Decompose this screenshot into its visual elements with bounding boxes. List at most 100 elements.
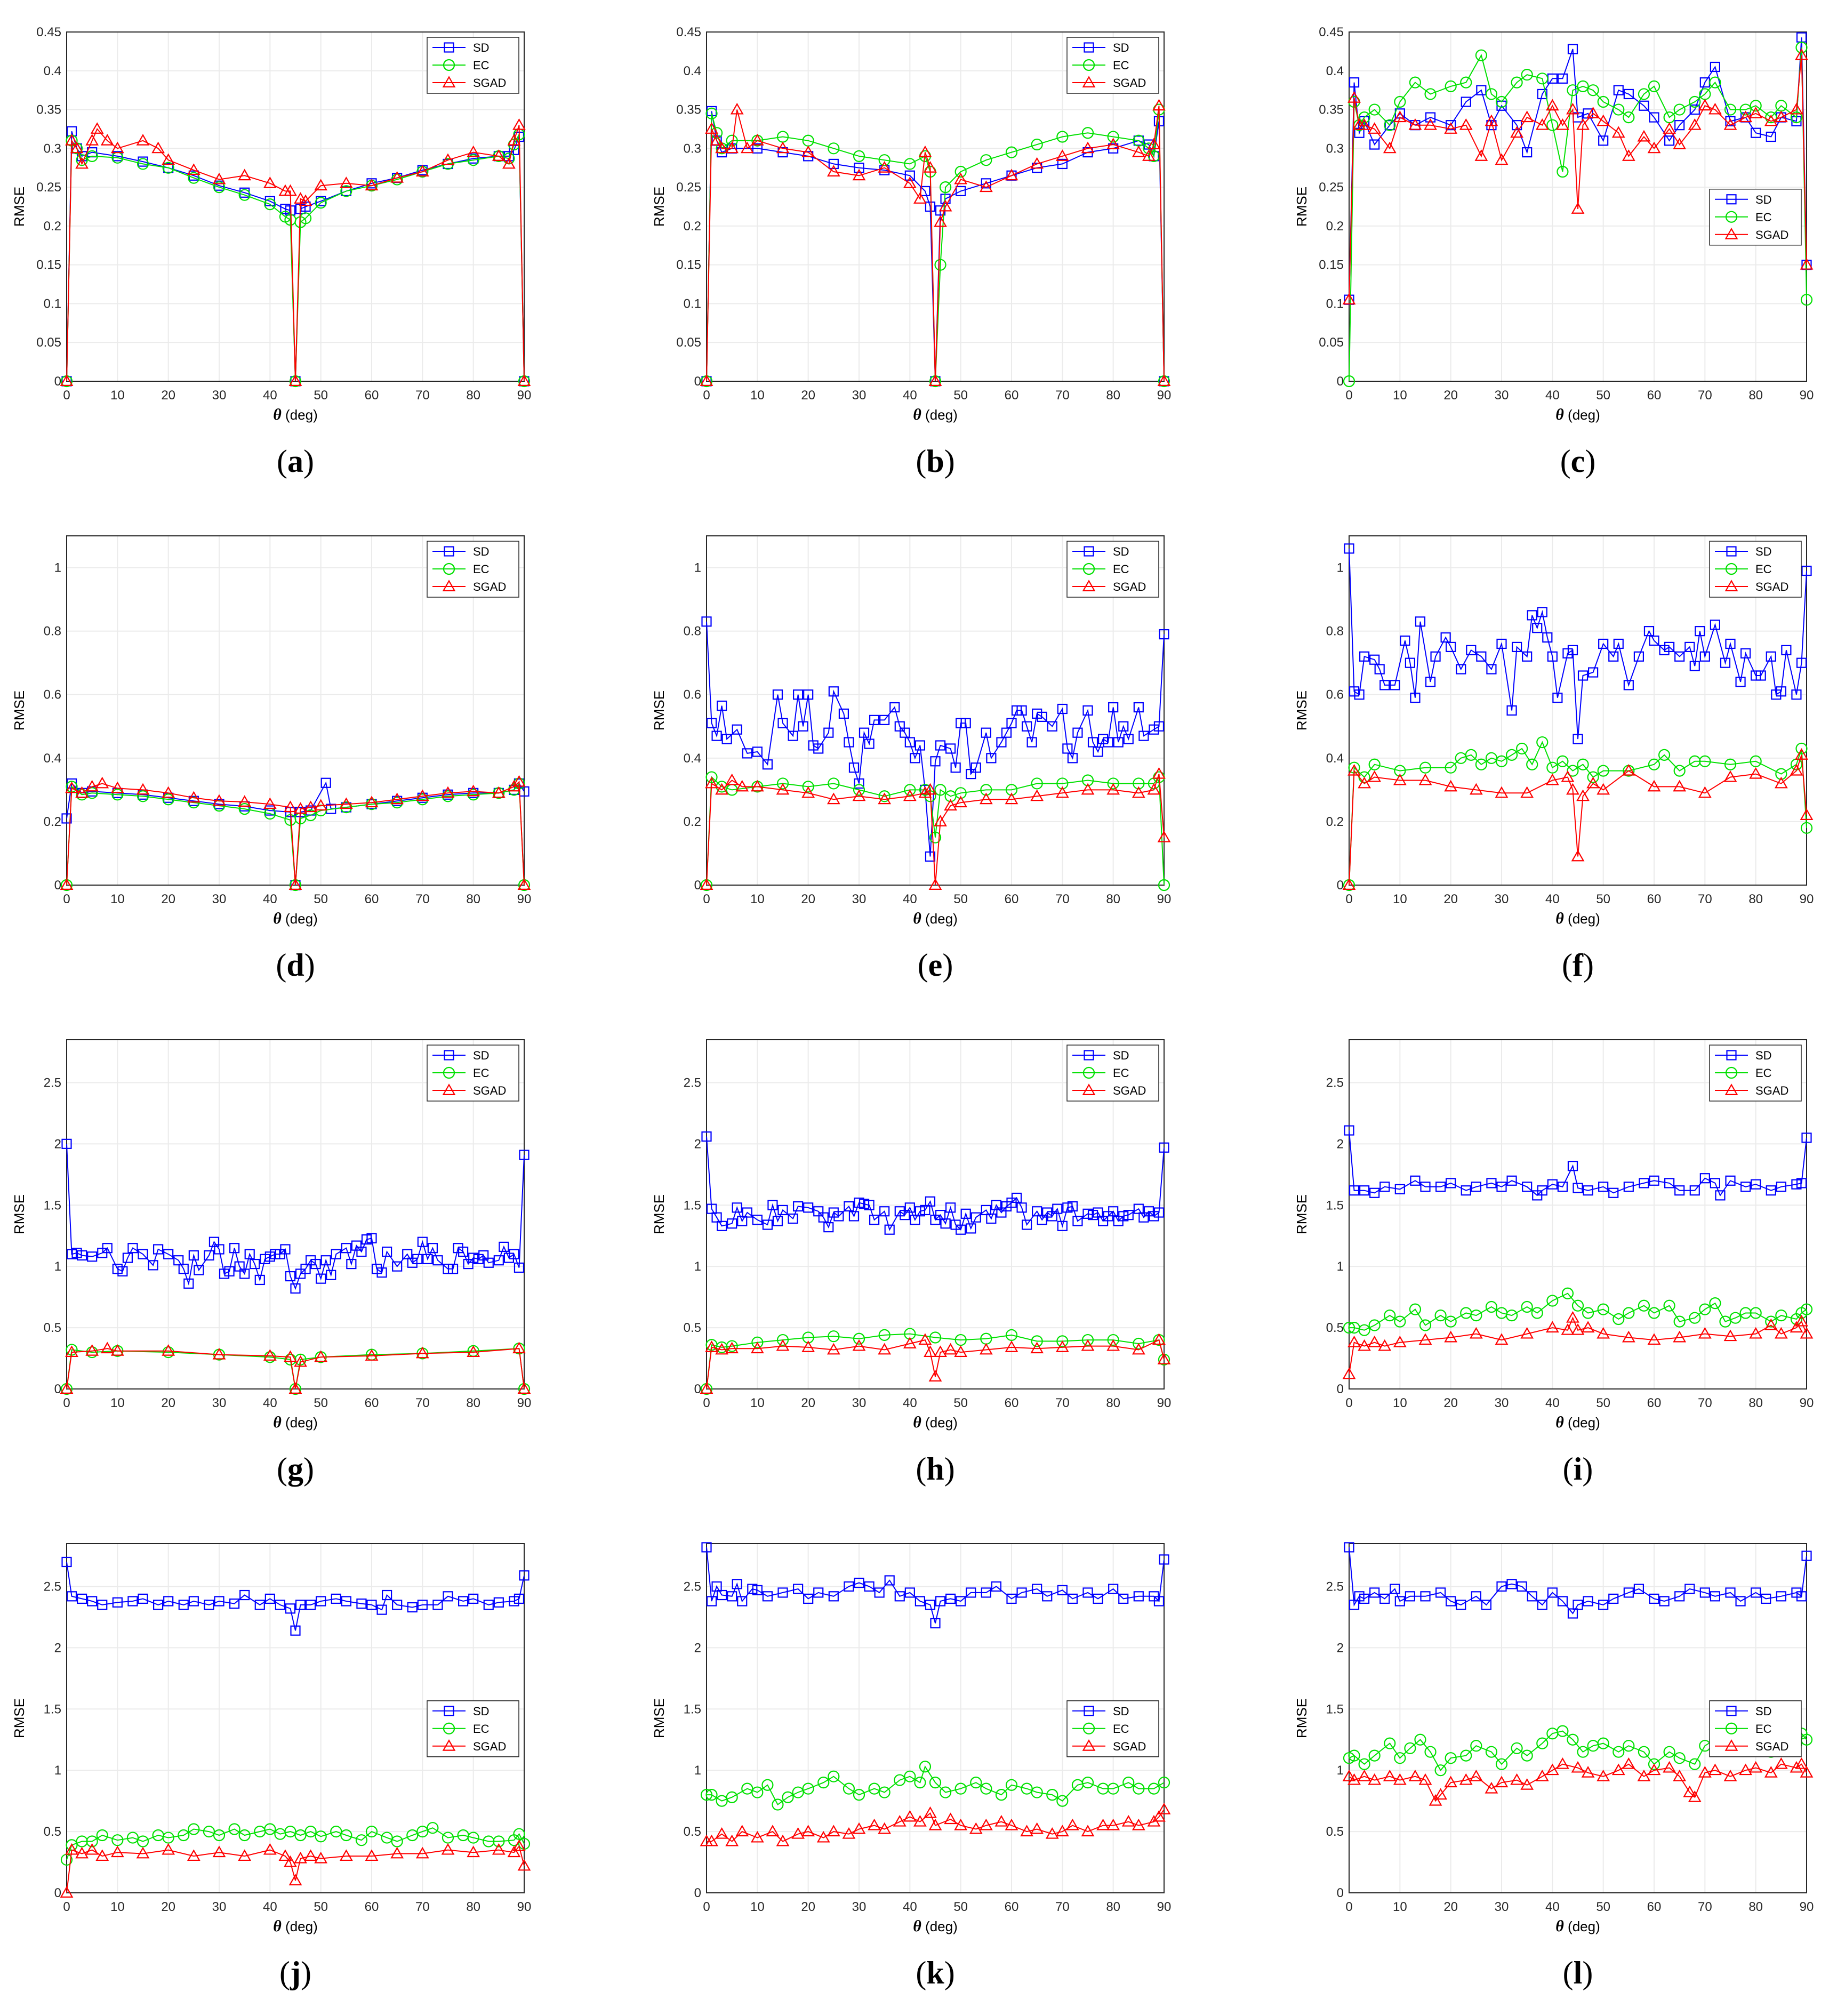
data-point — [110, 141, 124, 154]
data-point — [715, 1343, 728, 1355]
data-point — [517, 374, 531, 386]
data-point — [1726, 1050, 1737, 1061]
chart-g: 0 10 20 30 40 50 60 70 80 90 0 0.5 1 1.5 2 2.5 θ (deg) RM… — [11, 1039, 531, 1487]
data-point — [1663, 1299, 1675, 1312]
x-tick-label: 50 — [314, 892, 328, 906]
x-tick-label: 20 — [1443, 892, 1458, 906]
data-point — [730, 102, 744, 115]
data-point — [1486, 1178, 1497, 1188]
data-point — [1446, 1178, 1456, 1188]
data-point — [1374, 664, 1385, 674]
data-point — [1725, 1066, 1738, 1079]
data-point — [1495, 1333, 1509, 1345]
data-point — [381, 1832, 393, 1844]
data-point — [339, 1849, 353, 1861]
data-point — [1723, 118, 1737, 130]
data-point — [813, 1587, 824, 1598]
data-point — [288, 878, 302, 890]
data-point — [138, 1593, 148, 1604]
x-tick-label: 10 — [1393, 388, 1407, 403]
data-point — [1613, 1746, 1625, 1758]
data-point — [1157, 1353, 1171, 1364]
data-point — [239, 1268, 250, 1279]
data-point — [1005, 792, 1018, 805]
y-axis-label: RMSE — [11, 1194, 27, 1234]
data-point — [513, 1828, 525, 1840]
data-point — [1765, 1315, 1777, 1328]
data-point — [710, 134, 724, 146]
data-point — [254, 1274, 265, 1286]
x-tick-label: 0 — [703, 388, 710, 403]
chart-k: 0 10 20 30 40 50 60 70 80 90 0 0.5 1 1.5 2 2.5 θ (deg) RM… — [651, 1542, 1171, 1990]
data-point — [1583, 1596, 1593, 1607]
data-point — [493, 1835, 505, 1848]
data-point — [1066, 1818, 1079, 1830]
data-point — [725, 1342, 739, 1354]
data-point — [1649, 1175, 1659, 1186]
data-point — [1082, 1587, 1093, 1598]
data-point — [137, 790, 149, 802]
data-point — [935, 1596, 946, 1607]
data-point — [1674, 1185, 1685, 1196]
data-point — [254, 1600, 265, 1610]
series-sgad — [1342, 48, 1814, 305]
data-point — [1108, 1584, 1119, 1594]
x-tick-label: 10 — [1393, 1900, 1407, 1914]
data-point — [1725, 1175, 1736, 1186]
data-point — [117, 1266, 128, 1276]
data-point — [1673, 765, 1686, 777]
y-tick-label: 0 — [694, 374, 701, 389]
data-point — [238, 795, 252, 807]
data-point — [1081, 1825, 1095, 1837]
data-point — [1597, 783, 1610, 795]
data-point — [432, 1600, 443, 1610]
legend-entry: SGAD — [1113, 1084, 1146, 1097]
data-point — [844, 1581, 854, 1592]
y-tick-label: 0 — [1337, 374, 1344, 389]
data-point — [727, 1591, 737, 1602]
data-point — [1795, 1314, 1808, 1327]
x-tick-label: 60 — [1647, 1900, 1662, 1914]
data-point — [1521, 1300, 1533, 1313]
data-point — [1342, 1367, 1356, 1379]
data-point — [1424, 88, 1437, 100]
x-tick-label: 10 — [750, 892, 765, 906]
data-point — [1446, 120, 1456, 131]
x-tick-label: 50 — [1596, 388, 1610, 403]
data-point — [1658, 749, 1671, 761]
data-point — [1637, 1769, 1651, 1781]
chart-d: 0 10 20 30 40 50 60 70 80 90 0 0.2 0.4 0.6 0.8 1 θ (deg)… — [11, 535, 531, 983]
series-sd — [701, 616, 1169, 862]
panel-label: (g) — [277, 1451, 314, 1487]
data-point — [1597, 765, 1609, 777]
data-point — [1800, 258, 1814, 270]
data-point — [1359, 651, 1370, 662]
data-point — [1107, 777, 1119, 790]
data-point — [852, 1822, 866, 1834]
data-point — [1476, 651, 1487, 662]
data-point — [1106, 1818, 1120, 1830]
data-point — [827, 165, 840, 176]
data-point — [1761, 1593, 1771, 1604]
data-point — [441, 1843, 455, 1855]
data-point — [1159, 629, 1169, 640]
x-tick-label: 10 — [1393, 892, 1407, 906]
data-point — [70, 141, 84, 154]
data-point — [742, 1207, 752, 1218]
data-point — [1567, 1733, 1579, 1746]
data-point — [1358, 1339, 1371, 1351]
data-point — [1800, 294, 1813, 306]
data-point — [443, 59, 455, 71]
data-point — [75, 786, 89, 798]
legend-entry: SD — [1755, 545, 1772, 558]
data-point — [1751, 127, 1761, 138]
data-point — [407, 1602, 418, 1613]
data-point — [772, 1798, 784, 1811]
data-point — [1368, 122, 1382, 134]
data-point — [715, 1827, 728, 1839]
data-point — [844, 737, 854, 748]
series-line — [706, 1333, 1165, 1389]
x-tick-label: 0 — [1345, 892, 1352, 906]
y-tick-label: 2 — [694, 1137, 701, 1151]
chart-b: 0 10 20 30 40 50 60 70 80 90 0 0.05 0.1 0.15 0.2 0.25 0.… — [651, 25, 1171, 479]
